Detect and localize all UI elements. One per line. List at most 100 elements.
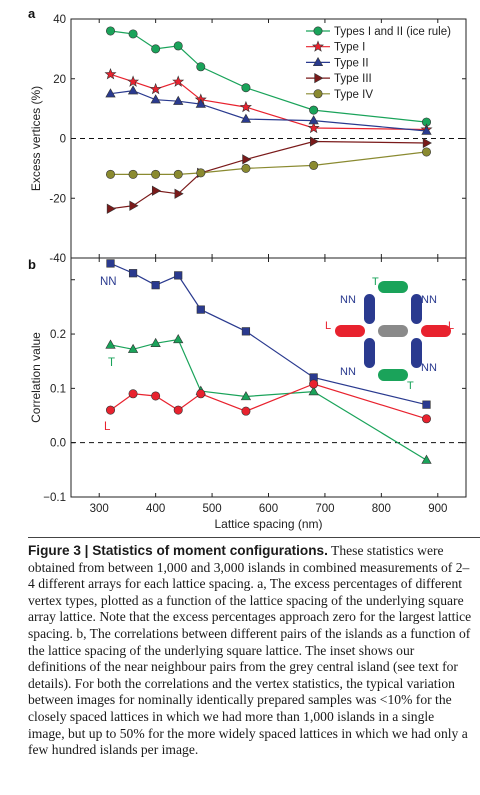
a-y-axis-label: Excess vertices (%) — [29, 86, 43, 191]
a-point-type-iv — [106, 169, 116, 179]
b-point-l — [106, 405, 116, 415]
b-point-t — [308, 386, 319, 396]
a-point-type-iii — [309, 136, 320, 147]
figure-3-chart: -40 -20 0 20 40 Excess vertices (%) a Types I a… — [28, 6, 467, 531]
a-point-type-ii — [105, 88, 116, 98]
inset-island-upper-right — [411, 294, 422, 324]
a-point-type-i — [239, 100, 252, 113]
b-point-nn — [151, 281, 160, 290]
b-point-l — [128, 389, 138, 399]
inset-label-nn: NN — [340, 294, 356, 306]
a-y-tick-label: 40 — [53, 14, 66, 26]
b-point-t — [421, 454, 432, 464]
b-point-nn — [196, 305, 205, 314]
a-point-type-i — [172, 75, 185, 87]
b-point-nn — [128, 269, 138, 278]
b-point-nn — [241, 327, 251, 336]
a-point-type-ii — [240, 113, 252, 123]
b-point-l — [309, 379, 319, 389]
a-point-type-ii — [421, 125, 432, 135]
a-point-type-iv — [241, 163, 251, 173]
b-x-axis-label: Lattice spacing (nm) — [214, 517, 322, 531]
b-point-t — [127, 343, 139, 353]
inset-island-lower-right — [411, 338, 422, 368]
b-point-l — [151, 391, 161, 401]
b-x-tick-label: 500 — [202, 503, 221, 515]
b-y-tick-label: −0.1 — [43, 492, 66, 504]
a-series-type-ii — [105, 85, 432, 135]
a-point-type-iii — [174, 188, 184, 199]
b-series-nn — [106, 259, 431, 409]
b-point-nn — [106, 259, 115, 268]
a-point-type-iv — [128, 169, 138, 179]
inset-island-diagram: NN NN NN NN T T L L — [325, 276, 454, 392]
a-legend-label: Types I and II (ice rule) — [334, 26, 451, 38]
a-legend-item-type-ii: Type II — [306, 56, 369, 69]
a-legend-label: Type I — [334, 42, 365, 54]
a-point-type-i — [307, 121, 320, 134]
inset-island-bottom — [378, 369, 408, 381]
inset-label-t: T — [407, 380, 414, 392]
a-legend-marker — [314, 72, 324, 84]
a-legend-label: Type II — [334, 57, 369, 69]
a-legend-marker — [313, 89, 323, 99]
a-series-line-type-i — [110, 73, 427, 131]
b-point-t — [150, 337, 161, 347]
a-series-type-iv — [106, 147, 431, 179]
a-legend-item-types-i-and-ii-ice-rule: Types I and II (ice rule) — [306, 26, 451, 38]
b-point-l — [196, 389, 206, 399]
a-point-type-ii — [127, 85, 139, 95]
a-point-types-i-and-ii-ice-rule — [106, 26, 116, 36]
b-point-nn — [422, 400, 431, 409]
a-point-type-iv — [421, 147, 431, 157]
b-x-tick-label: 800 — [372, 503, 391, 515]
a-panel-label: a — [28, 6, 36, 21]
a-legend-item-type-iii: Type III — [306, 72, 372, 85]
a-y-tick-label: -20 — [49, 193, 66, 205]
a-legend: Types I and II (ice rule) Type I Type II Ty… — [306, 26, 451, 101]
a-point-types-i-and-ii-ice-rule — [173, 41, 183, 51]
inset-island-center — [378, 325, 408, 337]
inset-island-lower-left — [364, 338, 375, 368]
caption-rule — [28, 537, 480, 538]
a-point-types-i-and-ii-ice-rule — [309, 105, 319, 115]
inset-label-l: L — [325, 320, 331, 332]
a-legend-item-type-iv: Type IV — [306, 89, 373, 101]
caption-body: These statistics were obtained from betw… — [28, 543, 472, 758]
a-y-tick-label: -40 — [49, 253, 66, 265]
a-point-type-ii — [195, 98, 206, 108]
a-point-type-iv — [151, 169, 161, 179]
a-point-types-i-and-ii-ice-rule — [241, 83, 251, 93]
a-point-type-iii — [422, 137, 432, 149]
a-point-type-i — [149, 82, 162, 95]
panel-a-excess-vertices: -40 -20 0 20 40 Excess vertices (%) a Types I a… — [28, 6, 467, 265]
a-series-line-type-iii — [110, 140, 427, 210]
a-y-tick-label: 20 — [53, 74, 66, 86]
inset-label-l: L — [448, 320, 454, 332]
inset-label-t: T — [372, 276, 379, 288]
a-series-line-types-i-and-ii-ice-rule — [110, 30, 427, 123]
a-legend-marker — [312, 40, 324, 52]
a-point-types-i-and-ii-ice-rule — [151, 44, 161, 54]
panel-b-correlation: −0.1 0.0 0.1 0.2 300 400 500 600 700 800 900 Lattic… — [28, 257, 467, 531]
a-point-type-i — [104, 67, 117, 80]
a-point-type-iv — [309, 160, 319, 170]
a-point-type-ii — [173, 95, 184, 105]
b-y-tick-label: 0.0 — [50, 438, 66, 450]
inset-label-nn: NN — [421, 294, 437, 306]
a-series-types-i-and-ii-ice-rule — [106, 26, 431, 127]
inset-island-top — [378, 281, 408, 293]
a-point-type-ii — [150, 94, 161, 104]
inset-label-nn: NN — [421, 362, 437, 374]
b-y-tick-label: 0.1 — [50, 383, 66, 395]
b-x-tick-label: 900 — [428, 503, 447, 515]
b-series-line-t — [110, 338, 427, 461]
a-point-type-iii — [129, 200, 139, 211]
b-point-l — [421, 414, 431, 424]
a-legend-marker — [313, 26, 323, 36]
caption-title: Figure 3 | Statistics of moment configur… — [28, 543, 328, 558]
b-x-tick-label: 300 — [90, 503, 109, 515]
a-y-tick-label: 0 — [60, 134, 66, 146]
b-series-label-nn: NN — [100, 276, 117, 288]
inset-label-nn: NN — [340, 366, 356, 378]
